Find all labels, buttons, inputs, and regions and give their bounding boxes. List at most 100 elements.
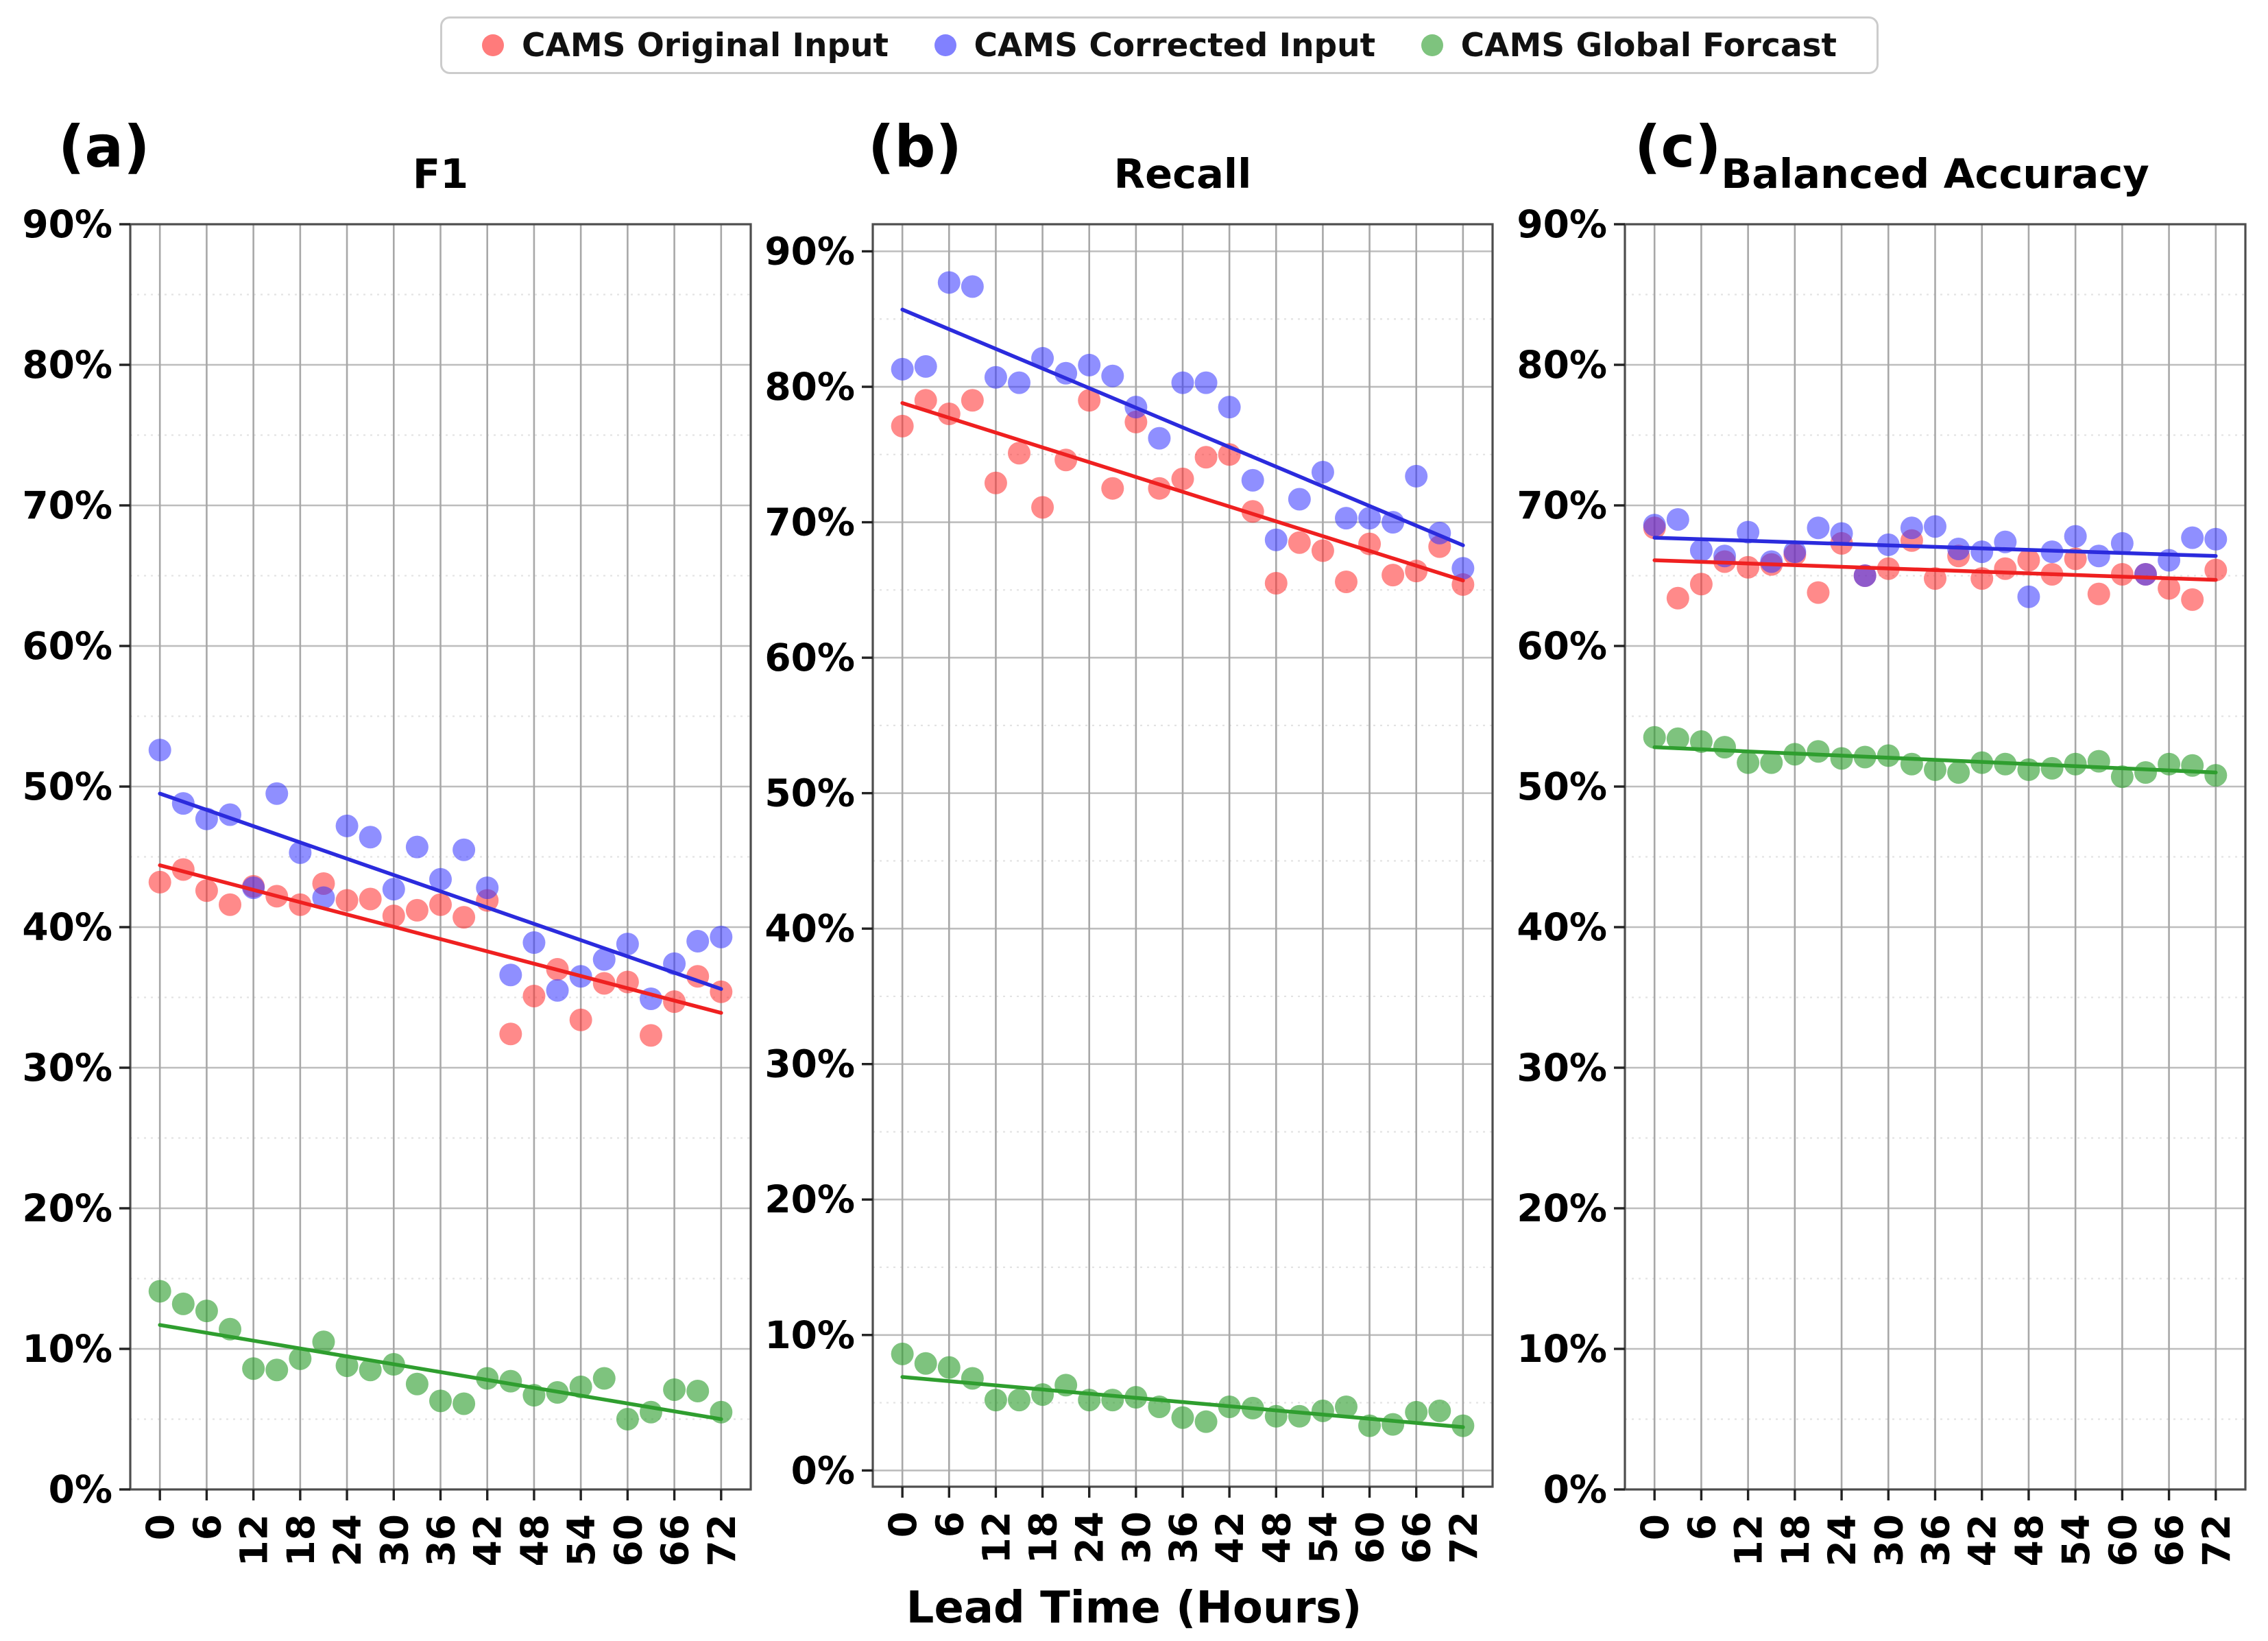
series-cams-original-input-points	[891, 389, 1475, 596]
data-point	[1031, 496, 1054, 519]
x-tick-label: 24	[1068, 1511, 1112, 1564]
series-cams-corrected-input-points	[148, 739, 733, 1011]
legend-item-label: CAMS Global Forcast	[1460, 26, 1837, 64]
data-point	[961, 1367, 984, 1390]
data-point	[2110, 531, 2134, 555]
data-point	[242, 876, 265, 900]
data-point	[1643, 726, 1666, 749]
data-point	[1358, 507, 1382, 530]
grid-major	[873, 224, 1493, 1487]
data-point	[1031, 1383, 1054, 1406]
x-tick-label: 42	[1961, 1514, 2005, 1567]
y-tick-label: 50%	[1517, 765, 1607, 808]
data-point	[2017, 758, 2040, 781]
legend-item-label: CAMS Original Input	[522, 26, 889, 64]
legend-marker-red-dot-icon	[482, 34, 504, 56]
data-point	[891, 357, 914, 381]
series-cams-global-forcast-points	[148, 1280, 733, 1430]
data-point	[265, 782, 289, 805]
data-point	[1737, 555, 1760, 579]
data-point	[1689, 539, 1713, 562]
x-tick-label: 72	[2195, 1514, 2239, 1567]
data-point	[2087, 582, 2110, 606]
grid-major	[1625, 223, 2245, 1491]
y-tick-label: 30%	[22, 1046, 112, 1090]
trend-line-cams-original-input	[900, 400, 1465, 583]
y-axis-ticks: 90% 80% 70% 60% 50% 40% 30% 20% 10% 0%	[764, 230, 873, 1492]
data-point	[1288, 488, 1311, 511]
trend-line-cams-original-input	[1652, 558, 2218, 582]
data-point	[710, 925, 733, 948]
y-tick-label: 10%	[22, 1327, 112, 1371]
data-point	[2181, 588, 2204, 611]
data-point	[1666, 508, 1689, 531]
data-point	[1877, 744, 1900, 767]
legend-item: CAMS Corrected Input	[934, 26, 1376, 64]
x-tick-label: 42	[466, 1514, 510, 1567]
y-tick-label: 40%	[1517, 905, 1607, 949]
data-point	[961, 275, 984, 298]
data-point	[195, 1299, 218, 1323]
x-tick-label: 0	[138, 1514, 182, 1540]
data-point	[2110, 562, 2134, 586]
data-point	[1101, 1389, 1124, 1412]
data-point	[1218, 396, 1241, 419]
data-point	[1264, 528, 1288, 551]
data-point	[686, 930, 710, 953]
data-point	[984, 471, 1007, 494]
data-point	[1288, 531, 1311, 554]
y-tick-label: 10%	[764, 1313, 855, 1357]
data-point	[1194, 1410, 1218, 1433]
x-tick-label: 6	[185, 1514, 229, 1540]
data-point	[1031, 347, 1054, 370]
series-cams-corrected-input-points	[891, 271, 1475, 580]
data-point	[405, 898, 429, 922]
x-tick-label: 6	[1680, 1514, 1724, 1540]
x-tick-label: 6	[928, 1511, 972, 1537]
data-point	[1451, 557, 1475, 580]
x-tick-label: 18	[279, 1514, 323, 1567]
y-tick-label: 80%	[764, 365, 855, 409]
data-point	[335, 889, 359, 912]
data-point	[312, 886, 335, 909]
data-point	[148, 1280, 171, 1303]
data-point	[592, 948, 616, 971]
data-point	[265, 1358, 289, 1382]
legend: CAMS Original Input CAMS Corrected Input…	[440, 16, 1879, 74]
data-point	[2158, 577, 2181, 600]
legend-item: CAMS Original Input	[482, 27, 889, 64]
data-point	[1737, 520, 1760, 544]
data-point	[1171, 467, 1194, 490]
data-point	[1830, 747, 1853, 770]
y-tick-label: 60%	[1517, 624, 1607, 668]
data-point	[1666, 586, 1689, 610]
y-tick-label: 20%	[1517, 1186, 1607, 1230]
x-tick-label: 36	[1161, 1511, 1205, 1564]
data-point	[453, 1392, 476, 1415]
data-point	[1264, 571, 1288, 595]
data-point	[499, 1369, 522, 1393]
x-tick-label: 12	[974, 1511, 1018, 1564]
data-point	[1900, 752, 1923, 776]
data-point	[1924, 567, 1946, 590]
x-tick-label: 72	[1442, 1511, 1486, 1564]
x-tick-label: 24	[326, 1514, 370, 1567]
y-tick-label: 90%	[764, 230, 855, 274]
data-point	[1334, 507, 1358, 530]
y-tick-label: 0%	[791, 1448, 855, 1492]
y-tick-label: 70%	[22, 483, 112, 527]
x-tick-label: 0	[1633, 1514, 1677, 1540]
data-point	[429, 1389, 452, 1413]
y-tick-label: 10%	[1517, 1327, 1607, 1371]
data-point	[2064, 525, 2087, 548]
legend-item-label: CAMS Corrected Input	[974, 26, 1376, 64]
data-point	[1101, 477, 1124, 500]
trend-line-cams-global-forcast	[1652, 745, 2218, 775]
x-tick-label: 60	[1349, 1511, 1392, 1564]
data-point	[382, 878, 405, 901]
data-point	[522, 984, 546, 1007]
data-point	[148, 739, 171, 762]
data-point	[1171, 371, 1194, 394]
data-point	[335, 1354, 359, 1378]
panel-letter-c: (c)	[1634, 113, 1722, 180]
